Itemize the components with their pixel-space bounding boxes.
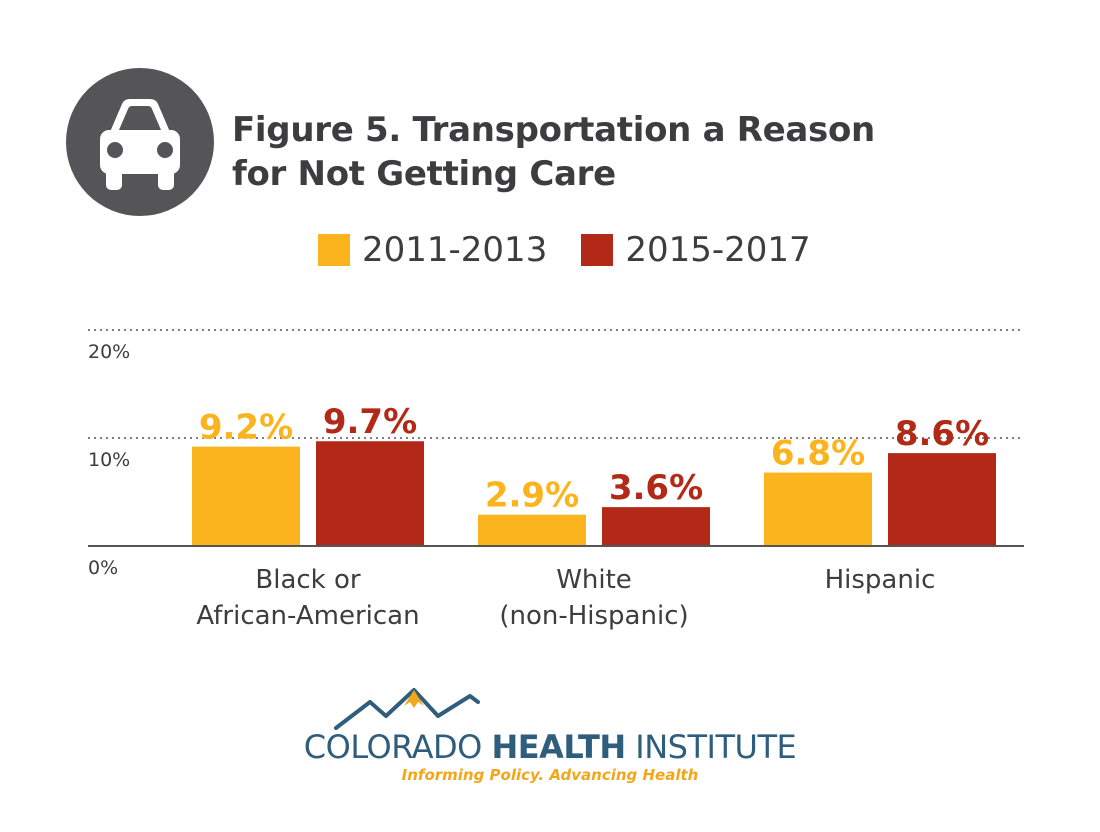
chart-title-line-2: for Not Getting Care <box>232 154 616 194</box>
legend-item-series-2: 2015-2017 <box>581 230 811 270</box>
logo-wordmark: COLORADO HEALTH INSTITUTE <box>0 728 1100 766</box>
legend-swatch-series-2 <box>581 234 614 266</box>
logo-word-health: HEALTH <box>491 728 627 766</box>
data-label-1-2: 2.9% <box>485 476 579 516</box>
legend-swatch-series-1 <box>318 234 350 266</box>
logo-word-colorado: COLORADO <box>303 728 492 766</box>
bar-1-2 <box>478 514 586 546</box>
bar-2-2 <box>602 507 710 546</box>
bar-chart: 0% 10% 20% 9.2% 2.9% 6.8% 9.7% 3.6% 8.6% Black or… <box>88 329 1024 631</box>
logo-tagline: Informing Policy. Advancing Health <box>401 766 699 784</box>
data-label-2-2: 3.6% <box>609 468 703 508</box>
bar-2-1 <box>316 441 424 546</box>
chart-title-line-1: Figure 5. Transportation a Reason <box>232 110 875 150</box>
y-tick-label-10: 10% <box>88 449 130 471</box>
bar-2-3 <box>888 453 996 546</box>
car-icon-badge <box>66 68 214 216</box>
category-label-2-line-1: White <box>556 565 632 595</box>
logo-word-institute: INSTITUTE <box>625 728 797 766</box>
chart-title: Figure 5. Transportation a Reason for No… <box>232 108 992 196</box>
data-label-2-1: 9.7% <box>323 402 417 442</box>
category-label-3-line-1: Hispanic <box>825 565 936 595</box>
data-label-1-1: 9.2% <box>199 408 293 448</box>
legend-label-series-2: 2015-2017 <box>625 230 811 270</box>
y-tick-label-0: 0% <box>88 557 118 579</box>
legend-item-series-1: 2011-2013 <box>318 230 547 270</box>
y-tick-label-20: 20% <box>88 341 130 363</box>
category-label-1-line-1: Black or <box>255 565 361 595</box>
category-label-1-line-2: African-American <box>196 601 419 631</box>
data-label-1-3: 6.8% <box>771 434 865 474</box>
bar-1-3 <box>764 472 872 546</box>
bar-1-1 <box>192 446 300 546</box>
mountain-logo-icon <box>334 688 480 730</box>
category-label-2-line-2: (non-Hispanic) <box>499 601 688 631</box>
legend-label-series-1: 2011-2013 <box>362 230 548 270</box>
legend: 2011-2013 2015-2017 <box>318 228 811 272</box>
car-icon <box>100 99 180 190</box>
data-label-2-3: 8.6% <box>895 414 989 454</box>
